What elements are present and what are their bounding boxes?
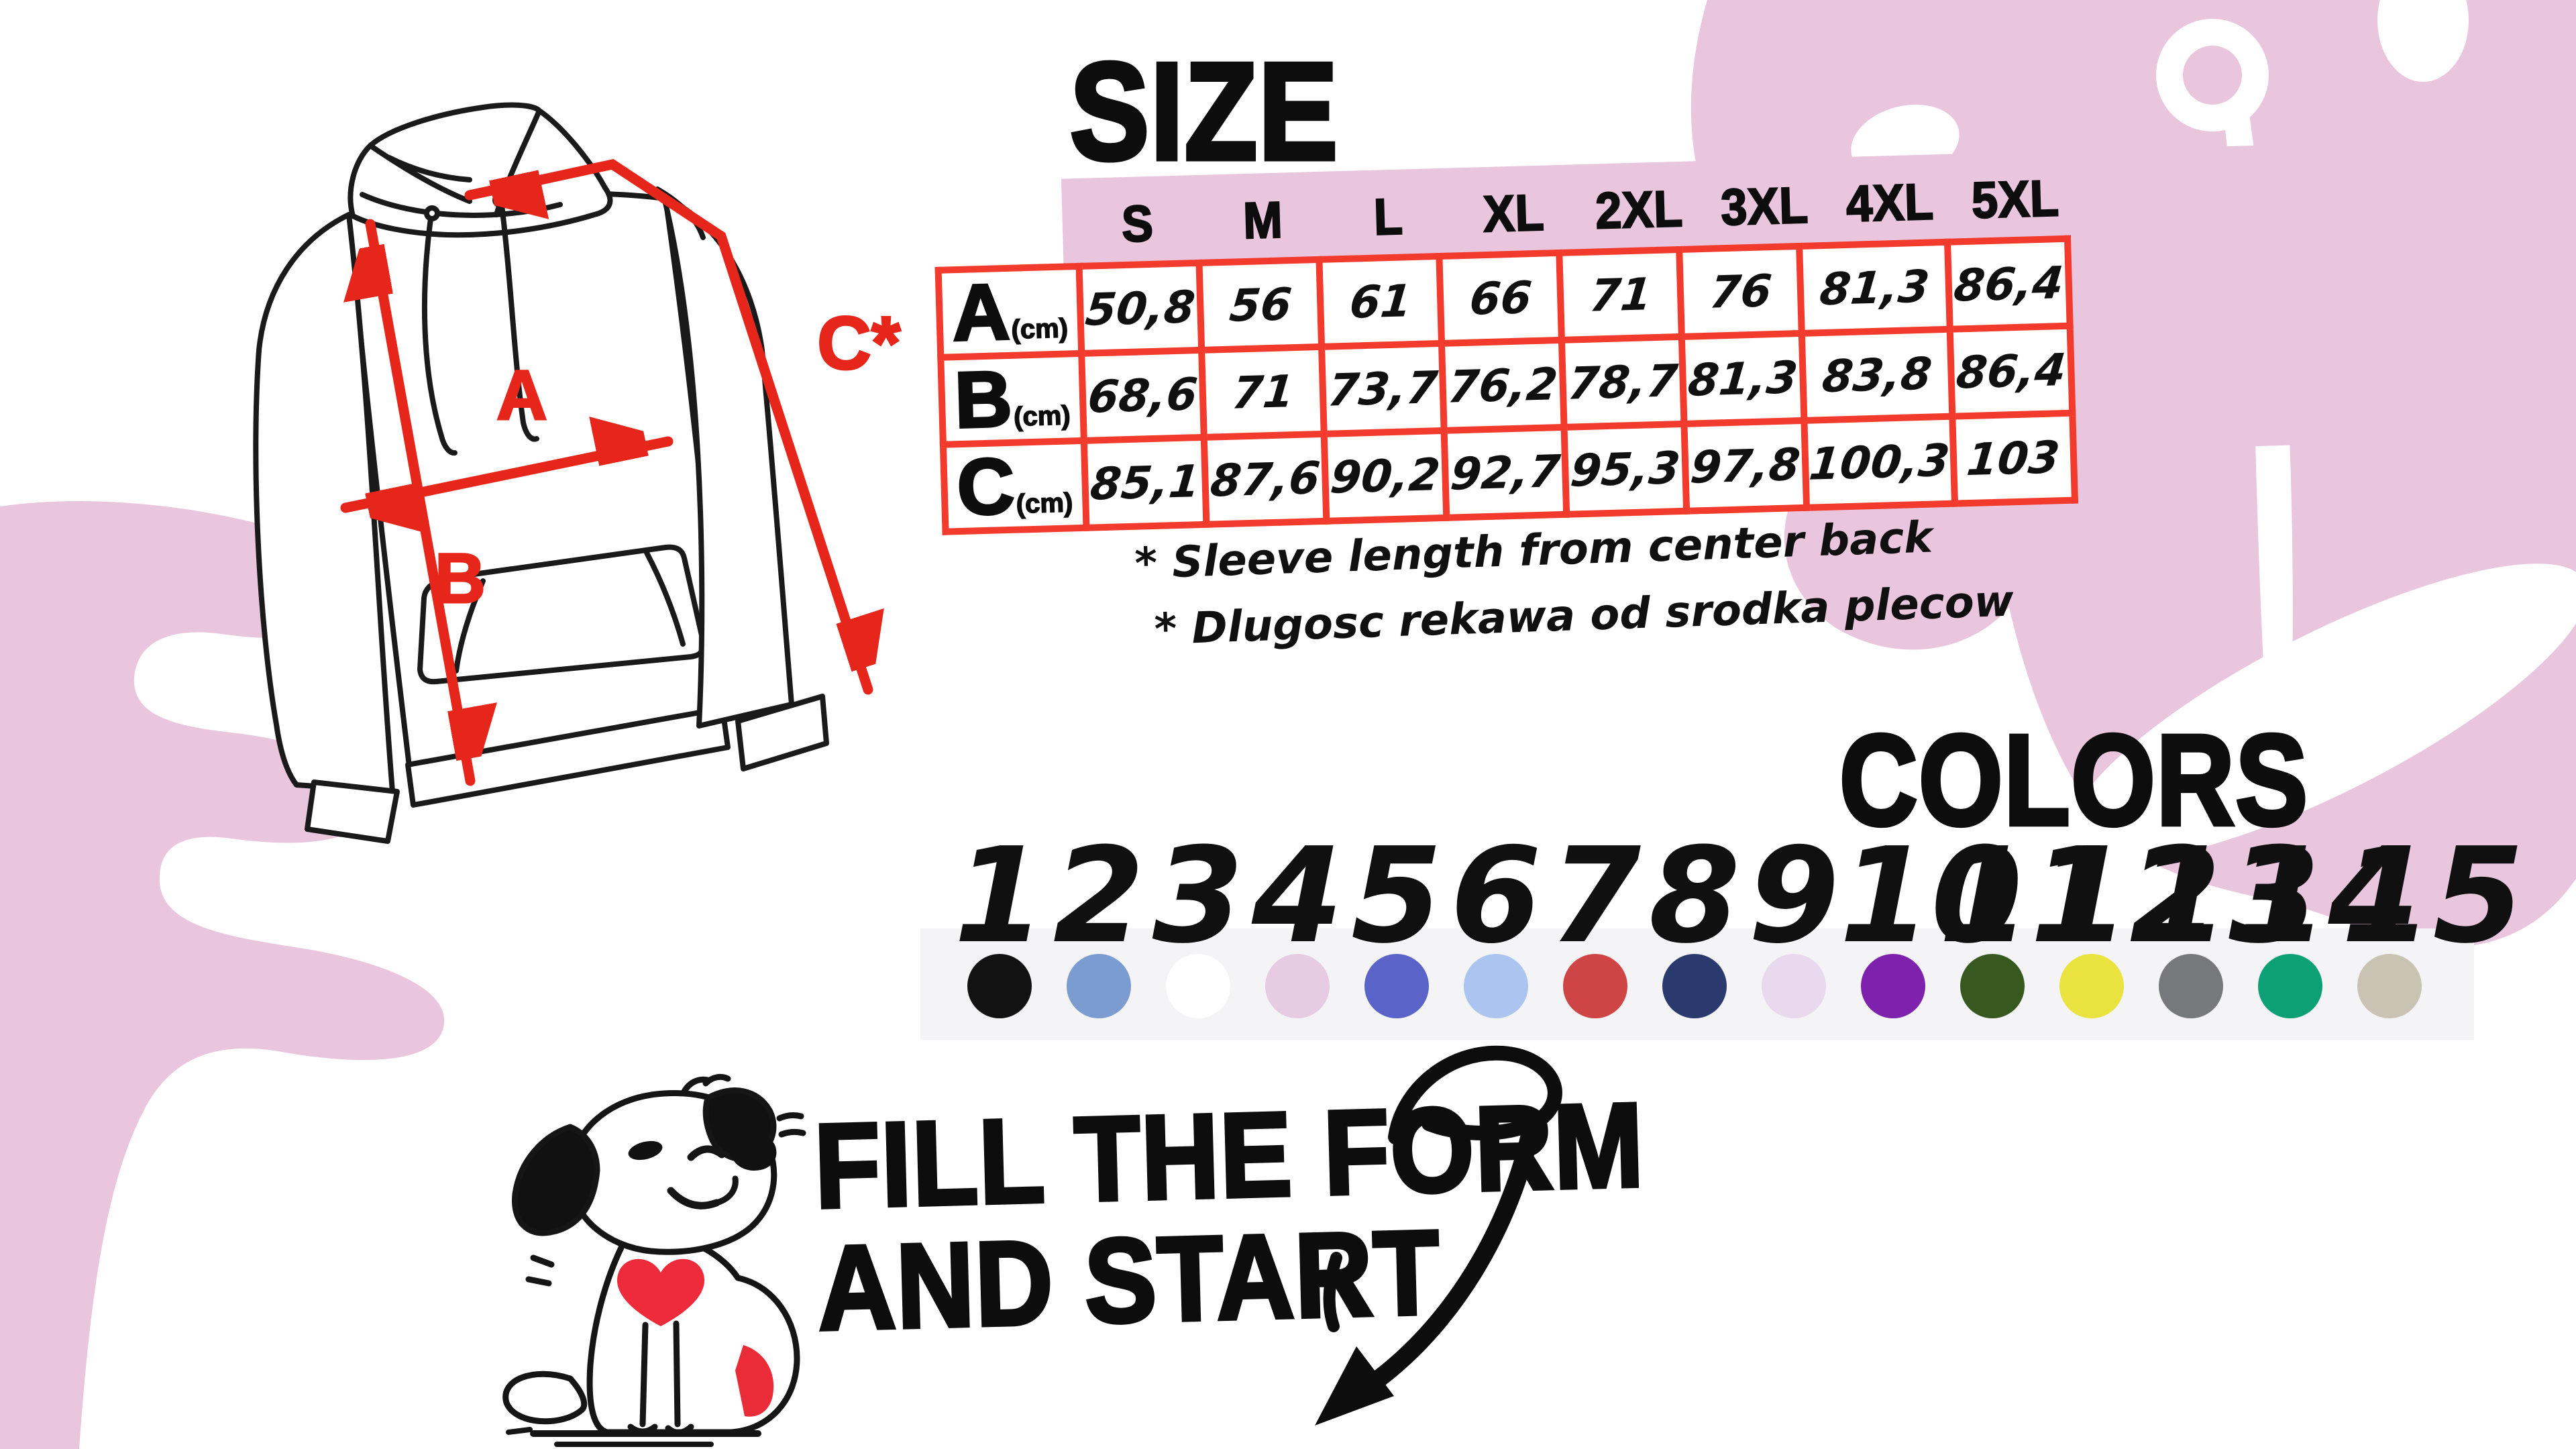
cell-a-4xl: 81,3 — [1799, 241, 1950, 333]
dog-left-ear — [512, 1124, 600, 1236]
color-swatch-8 — [1662, 954, 1727, 1018]
measurement-arrow-c — [464, 159, 868, 695]
color-number-15: 15 — [2341, 820, 2524, 973]
cell-b-4xl: 83,8 — [1801, 329, 1953, 421]
color-swatch-4 — [1265, 954, 1330, 1018]
cell-b-m: 71 — [1201, 346, 1324, 437]
col-header-s: S — [1120, 195, 1155, 254]
diagram-label-c: C* — [817, 301, 901, 385]
cell-a-3xl: 76 — [1679, 246, 1802, 337]
col-header-3xl: 3XL — [1719, 176, 1810, 237]
cell-b-5xl: 86,4 — [1949, 325, 2073, 417]
cell-b-xl: 76,2 — [1441, 339, 1564, 431]
dog-nose — [729, 1130, 777, 1171]
pink-blob-left — [0, 501, 445, 1449]
color-number-11: 11 — [1939, 820, 2122, 973]
col-header-2xl: 2XL — [1594, 180, 1684, 241]
color-swatch-10 — [1861, 954, 1925, 1018]
color-number-12: 12 — [2038, 820, 2221, 973]
color-swatch-11 — [1960, 954, 2025, 1018]
size-table: A (cm) 50,8 56 61 66 71 76 81,3 86,4 B (cm… — [935, 235, 2078, 535]
hoodie-diagram: A B C* — [253, 102, 902, 844]
hoodie-torso — [346, 191, 726, 769]
cell-a-l: 61 — [1319, 256, 1442, 347]
cell-b-l: 73,7 — [1322, 343, 1444, 434]
cell-b-3xl: 81,3 — [1681, 333, 1805, 424]
color-swatch-1 — [967, 954, 1032, 1018]
row-label-c: C (cm) — [943, 441, 1087, 533]
color-number-5: 5 — [1350, 820, 1443, 973]
color-number-3: 3 — [1152, 820, 1244, 973]
cell-c-xl: 92,7 — [1444, 427, 1567, 518]
col-header-5xl: 5XL — [1970, 169, 2061, 230]
color-number-8: 8 — [1648, 820, 1741, 973]
dog-red-patch — [735, 1345, 774, 1417]
color-number-7: 7 — [1549, 820, 1642, 973]
cell-a-5xl: 86,4 — [1947, 238, 2070, 329]
cell-a-m: 56 — [1199, 259, 1322, 350]
cell-a-xl: 66 — [1439, 252, 1562, 343]
color-number-2: 2 — [1053, 820, 1145, 973]
color-number-4: 4 — [1251, 820, 1344, 973]
color-number-14: 14 — [2237, 820, 2420, 973]
cell-a-s: 50,8 — [1079, 262, 1202, 354]
dog-illustration — [502, 1073, 806, 1447]
cell-c-l: 90,2 — [1324, 430, 1447, 521]
color-swatch-6 — [1464, 954, 1528, 1018]
color-swatch-15 — [2357, 954, 2422, 1018]
diagram-label-b: B — [435, 539, 486, 618]
row-label-b: B (cm) — [941, 354, 1084, 446]
cell-c-5xl: 103 — [1952, 413, 2075, 504]
color-swatch-3 — [1166, 954, 1230, 1018]
heart-icon — [616, 1258, 705, 1326]
col-header-m: M — [1242, 191, 1285, 250]
blob-cutout-swoosh — [2068, 564, 2576, 861]
color-swatch-14 — [2258, 954, 2322, 1018]
color-swatch-5 — [1364, 954, 1429, 1018]
color-swatch-2 — [1067, 954, 1131, 1018]
color-number-6: 6 — [1450, 820, 1542, 973]
measurement-arrow-b — [370, 219, 470, 786]
color-number-1: 1 — [953, 820, 1046, 973]
cell-c-m: 87,6 — [1203, 433, 1327, 525]
row-label-a: A (cm) — [938, 266, 1082, 359]
colors-title: COLORS — [1837, 706, 2309, 855]
color-swatch-9 — [1762, 954, 1826, 1018]
col-header-xl: XL — [1482, 183, 1546, 244]
cell-b-s: 68,6 — [1081, 350, 1204, 441]
size-title: SIZE — [1068, 32, 1340, 191]
cell-a-2xl: 71 — [1559, 249, 1682, 340]
hoodie-hem — [405, 706, 731, 808]
hoodie-left-cuff — [305, 780, 400, 844]
col-header-4xl: 4XL — [1845, 172, 1935, 233]
color-number-13: 13 — [2137, 820, 2320, 973]
hoodie-right-cuff — [735, 694, 829, 771]
color-swatch-12 — [2059, 954, 2124, 1018]
color-swatch-13 — [2159, 954, 2223, 1018]
cell-c-3xl: 97,8 — [1684, 420, 1807, 511]
cell-c-2xl: 95,3 — [1564, 423, 1687, 515]
size-table-block: S M L XL 2XL 3XL 4XL 5XL A (cm) 50,8 56 6… — [932, 135, 2576, 535]
color-number-10: 10 — [1839, 820, 2023, 973]
color-number-9: 9 — [1748, 820, 1840, 973]
hand-drawn-arrow-icon — [1315, 1045, 1562, 1426]
cell-c-4xl: 100,3 — [1804, 416, 1955, 508]
color-swatch-7 — [1563, 954, 1627, 1018]
cell-c-s: 85,1 — [1083, 437, 1207, 528]
cell-b-2xl: 78,7 — [1561, 336, 1684, 427]
diagram-label-a: A — [496, 356, 547, 435]
blob-cutout-notch — [2377, 0, 2469, 82]
col-header-l: L — [1373, 187, 1405, 247]
